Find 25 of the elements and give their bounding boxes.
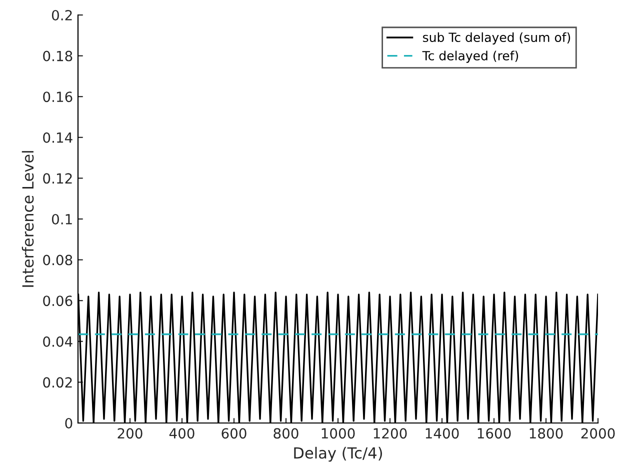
x-tick-label: 200 bbox=[118, 428, 142, 439]
x-axis-title: Delay (Tc/4) bbox=[294, 446, 382, 462]
x-tick-label: 600 bbox=[222, 428, 246, 439]
y-tick-label: 0.02 bbox=[43, 377, 72, 388]
y-tick-label: 0.16 bbox=[43, 92, 72, 102]
x-tick-label: 2000 bbox=[581, 428, 615, 439]
y-tick-label: 0.18 bbox=[43, 50, 72, 62]
y-tick-label: 0 bbox=[65, 418, 72, 428]
y-tick-label: 0.14 bbox=[43, 132, 72, 143]
legend-label: sub Tc delayed (sum of) bbox=[422, 32, 570, 44]
y-tick-label: 0.2 bbox=[52, 10, 72, 20]
x-tick-label: 1800 bbox=[530, 428, 563, 439]
y-axis-title: Interference Level bbox=[22, 151, 34, 287]
y-tick-label: 0.08 bbox=[43, 254, 72, 266]
x-tick-label: 1400 bbox=[426, 428, 459, 439]
legend-label: Tc delayed (ref) bbox=[422, 50, 518, 63]
x-tick-label: 400 bbox=[169, 428, 194, 439]
y-tick-label: 0.1 bbox=[52, 214, 72, 224]
y-tick-label: 0.12 bbox=[43, 173, 72, 184]
x-tick-label: 1600 bbox=[478, 428, 511, 439]
x-tick-label: 800 bbox=[274, 428, 298, 439]
x-tick-label: 1200 bbox=[374, 428, 407, 439]
x-tick-label: 1000 bbox=[322, 428, 355, 439]
y-tick-label: 0.06 bbox=[43, 296, 72, 306]
y-tick-label: 0.04 bbox=[43, 336, 72, 347]
